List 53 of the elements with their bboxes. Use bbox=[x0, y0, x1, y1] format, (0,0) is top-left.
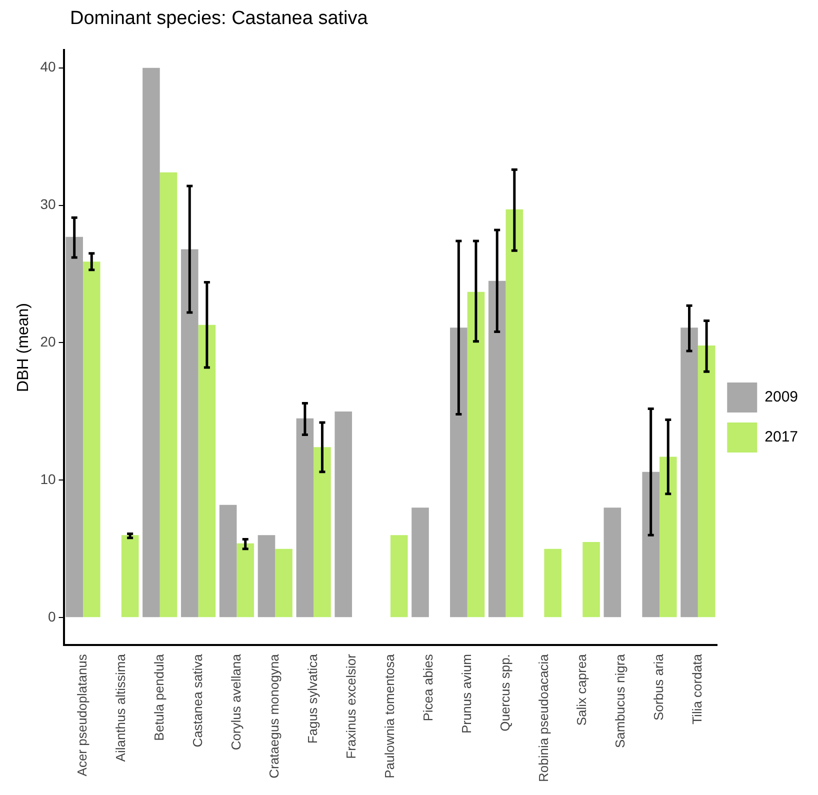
x-tick-label: Betula pendula bbox=[151, 653, 166, 741]
legend-label: 2017 bbox=[764, 428, 798, 446]
x-tick-label: Robinia pseudoacacia bbox=[536, 653, 551, 782]
bar bbox=[198, 324, 216, 618]
x-tick-label: Paulownia tomentosa bbox=[382, 653, 398, 778]
bar bbox=[160, 172, 178, 618]
x-tick-label: Fraxinus excelsior bbox=[344, 653, 359, 759]
bar bbox=[258, 535, 276, 618]
x-tick-label: Castanea sativa bbox=[190, 653, 205, 748]
bar bbox=[296, 418, 314, 618]
x-tick-label: Sambucus nigra bbox=[612, 653, 628, 748]
x-tick-label: Sorbus aria bbox=[651, 653, 666, 721]
y-tick-label: 40 bbox=[40, 58, 56, 75]
y-tick-label: 10 bbox=[40, 471, 56, 488]
bar bbox=[544, 548, 562, 618]
x-tick-label: Salix caprea bbox=[574, 653, 590, 726]
x-tick-label: Tilia cordata bbox=[689, 653, 704, 724]
y-tick-label: 20 bbox=[40, 334, 56, 350]
bar bbox=[680, 328, 698, 618]
bar bbox=[275, 548, 292, 618]
bar bbox=[488, 280, 506, 618]
x-tick-label: Fagus sylvatica bbox=[305, 653, 320, 744]
x-tick-label: Crataegus monogyna bbox=[266, 653, 282, 778]
x-tick-label: Picea abies bbox=[420, 654, 436, 722]
bar bbox=[467, 292, 485, 618]
x-tick-label: Quercus spp. bbox=[497, 654, 512, 732]
bar bbox=[82, 262, 100, 618]
x-tick-label: Ailanthus altissima bbox=[113, 653, 128, 762]
bar bbox=[180, 249, 198, 618]
bar bbox=[659, 456, 677, 618]
bar bbox=[506, 209, 524, 618]
bar bbox=[334, 411, 352, 618]
bar bbox=[314, 447, 331, 618]
x-tick-label: Prunus avium bbox=[458, 654, 474, 734]
bar bbox=[412, 508, 429, 618]
bar bbox=[121, 535, 139, 618]
y-tick-label: 30 bbox=[40, 196, 56, 212]
bar bbox=[236, 543, 254, 618]
bar bbox=[582, 542, 600, 618]
chart-title: Dominant species: Castanea sativa bbox=[70, 8, 368, 30]
bar bbox=[698, 345, 716, 618]
bar bbox=[450, 328, 468, 618]
bar bbox=[642, 472, 660, 618]
bar bbox=[66, 236, 83, 618]
y-tick-label: 0 bbox=[48, 608, 56, 624]
bar bbox=[390, 535, 408, 618]
x-tick-label: Corylus avellana bbox=[228, 653, 244, 750]
bar bbox=[142, 68, 160, 618]
legend-label: 2009 bbox=[764, 388, 798, 406]
x-tick-label: Acer pseudoplatanus bbox=[74, 654, 90, 776]
y-axis-title: DBH (mean) bbox=[15, 303, 32, 392]
bar bbox=[219, 504, 237, 618]
bar bbox=[604, 508, 622, 618]
